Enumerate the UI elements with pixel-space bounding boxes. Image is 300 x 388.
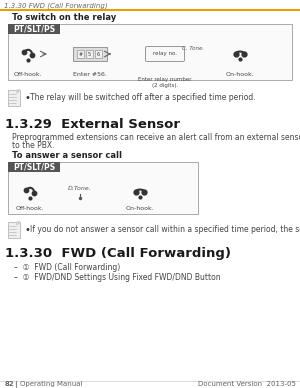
FancyBboxPatch shape xyxy=(77,50,84,58)
Text: PT/SLT/PS: PT/SLT/PS xyxy=(13,163,55,171)
Text: to the PBX.: to the PBX. xyxy=(12,142,55,151)
FancyBboxPatch shape xyxy=(73,47,107,61)
FancyBboxPatch shape xyxy=(8,162,60,172)
Text: Operating Manual: Operating Manual xyxy=(20,381,82,387)
FancyBboxPatch shape xyxy=(146,47,184,62)
Polygon shape xyxy=(17,90,20,93)
Text: D.Tone.: D.Tone. xyxy=(68,187,92,192)
Text: 6: 6 xyxy=(97,52,100,57)
FancyBboxPatch shape xyxy=(8,24,60,34)
Polygon shape xyxy=(17,222,20,225)
Text: 1.3.29  External Sensor: 1.3.29 External Sensor xyxy=(5,118,180,130)
Text: Off-hook.: Off-hook. xyxy=(16,206,44,211)
Text: PT/SLT/PS: PT/SLT/PS xyxy=(13,24,55,33)
Text: –  ①  FWD (Call Forwarding): – ① FWD (Call Forwarding) xyxy=(14,263,120,272)
Text: Enter #56.: Enter #56. xyxy=(73,71,107,76)
FancyBboxPatch shape xyxy=(8,222,20,238)
Text: •: • xyxy=(25,93,31,103)
Text: relay no.: relay no. xyxy=(153,52,177,57)
FancyBboxPatch shape xyxy=(8,24,292,80)
FancyBboxPatch shape xyxy=(95,50,102,58)
Text: Document Version  2013-05: Document Version 2013-05 xyxy=(198,381,296,387)
Text: Off-hook.: Off-hook. xyxy=(14,71,42,76)
Text: To answer a sensor call: To answer a sensor call xyxy=(12,151,122,161)
FancyBboxPatch shape xyxy=(8,90,20,106)
FancyBboxPatch shape xyxy=(86,50,93,58)
Text: On-hook.: On-hook. xyxy=(126,206,154,211)
FancyBboxPatch shape xyxy=(8,162,198,214)
Text: 1.3.30 FWD (Call Forwarding): 1.3.30 FWD (Call Forwarding) xyxy=(4,3,108,9)
Text: If you do not answer a sensor call within a specified time period, the sensor ca: If you do not answer a sensor call withi… xyxy=(30,225,300,234)
Text: •: • xyxy=(25,225,31,235)
Text: On-hook.: On-hook. xyxy=(226,71,254,76)
Text: 1.3.30  FWD (Call Forwarding): 1.3.30 FWD (Call Forwarding) xyxy=(5,248,231,260)
Text: To switch on the relay: To switch on the relay xyxy=(12,14,116,23)
Text: 5: 5 xyxy=(88,52,91,57)
Text: The relay will be switched off after a specified time period.: The relay will be switched off after a s… xyxy=(30,94,256,102)
Text: 82: 82 xyxy=(5,381,15,387)
Text: –  ①  FWD/DND Settings Using Fixed FWD/DND Button: – ① FWD/DND Settings Using Fixed FWD/DND… xyxy=(14,274,220,282)
Text: Enter relay number
(2 digits).: Enter relay number (2 digits). xyxy=(138,77,192,88)
Text: #: # xyxy=(78,52,82,57)
Text: C. Tone.: C. Tone. xyxy=(182,47,204,52)
Text: Preprogrammed extensions can receive an alert call from an external sensor (e.g.: Preprogrammed extensions can receive an … xyxy=(12,133,300,142)
